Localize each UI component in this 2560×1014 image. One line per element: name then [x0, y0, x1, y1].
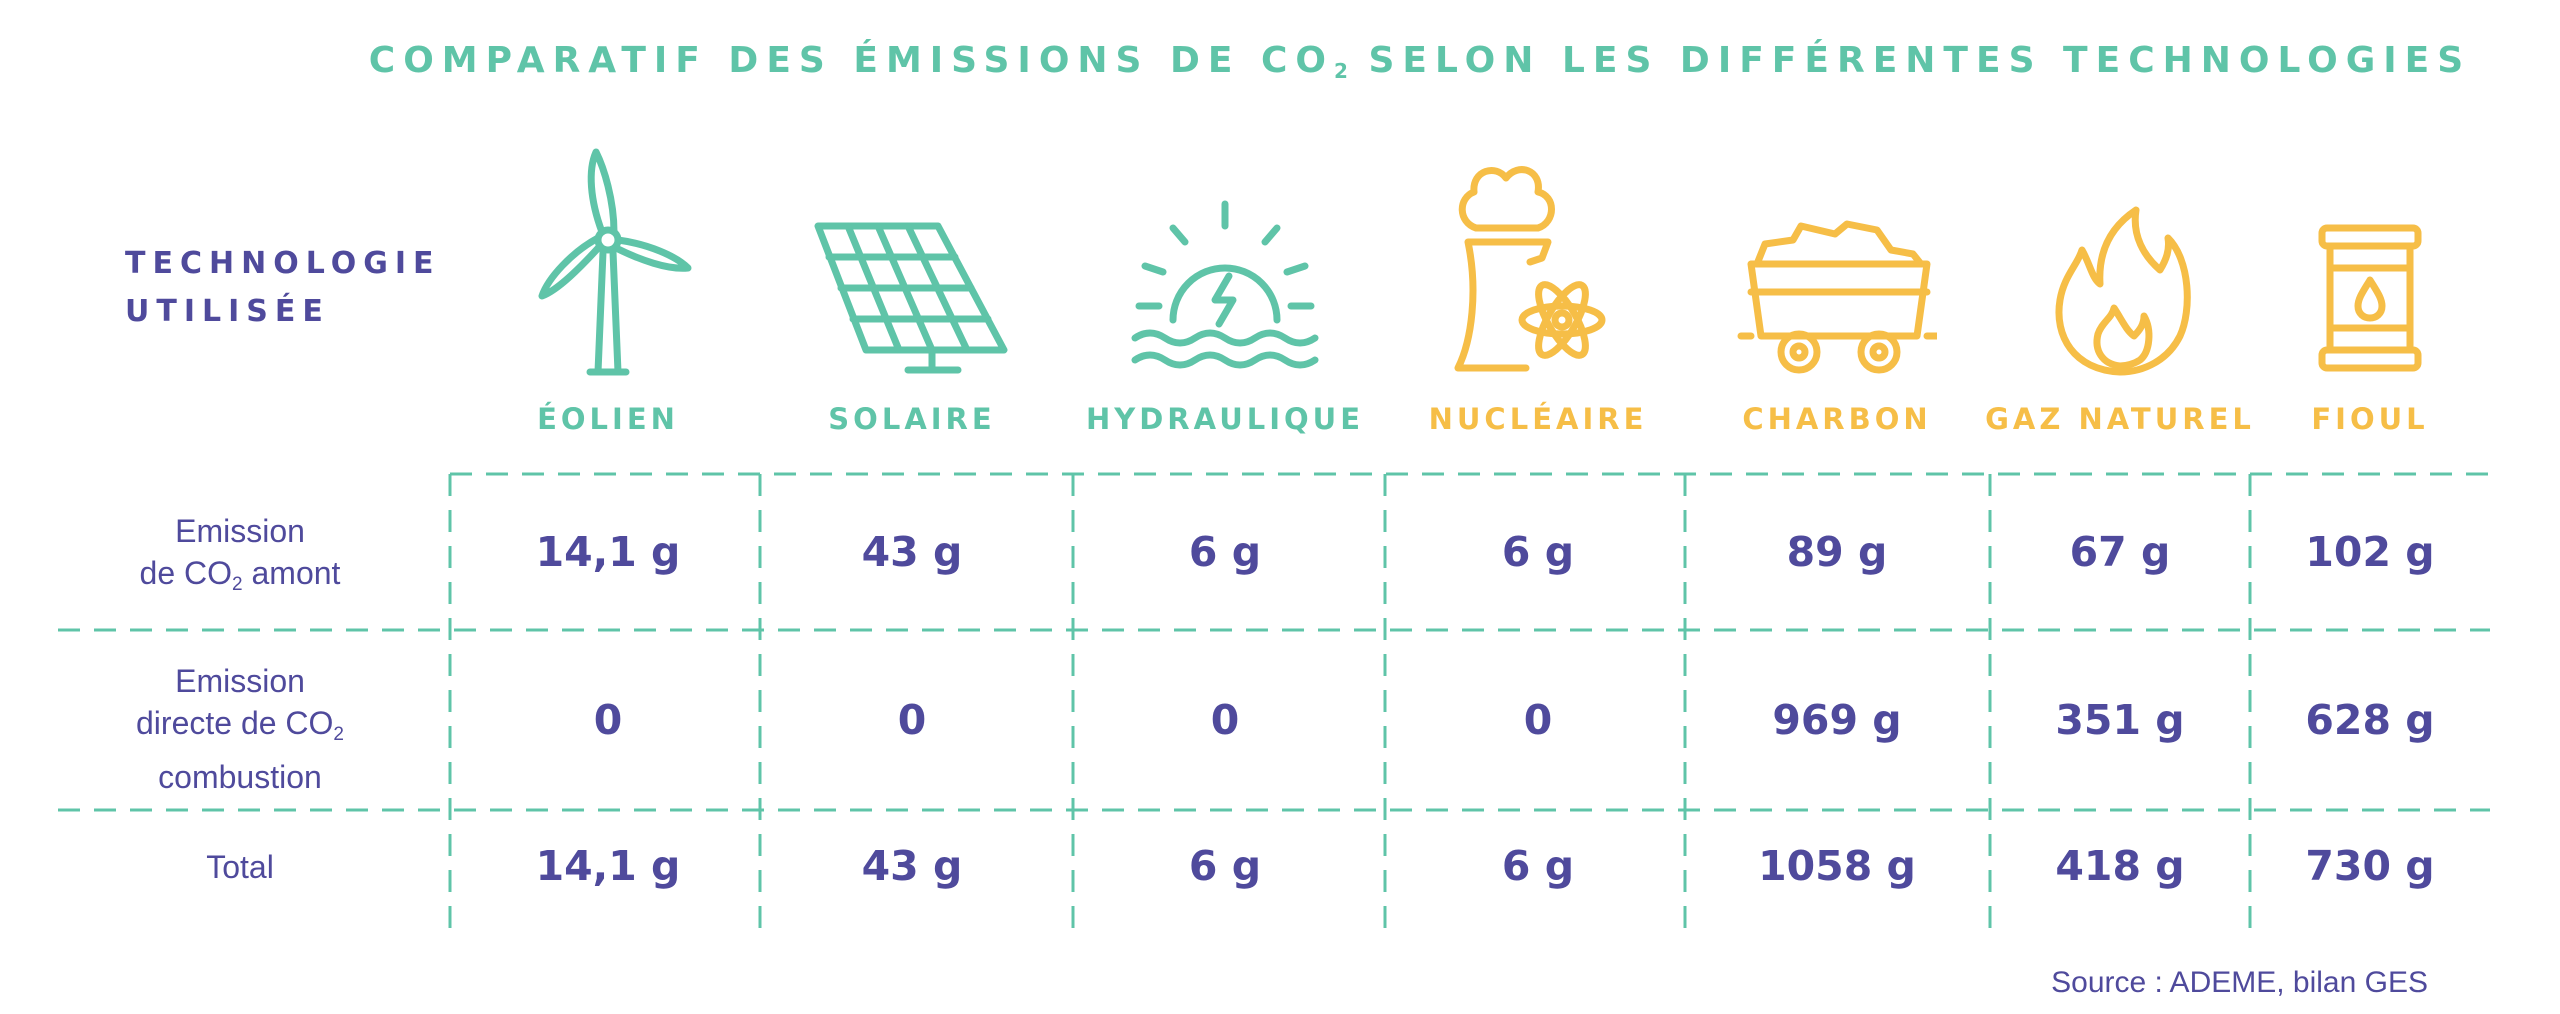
table-cell: 14,1 g: [535, 842, 681, 890]
table-cell: 0: [1210, 696, 1240, 744]
row-label-line: Emission: [175, 663, 305, 699]
table-cell: 418 g: [2055, 842, 2185, 890]
table-cell: 730 g: [2305, 842, 2435, 890]
table-cell: 6 g: [1501, 528, 1575, 576]
flame-icon: [2055, 206, 2191, 376]
table-cell: 67 g: [2069, 528, 2171, 576]
hydro-icon: [1131, 200, 1319, 369]
tech-name: HYDRAULIQUE: [1085, 402, 1365, 436]
table-cell: 0: [897, 696, 927, 744]
page-title: COMPARATIF DES ÉMISSIONS DE CO2 SELON LE…: [368, 40, 2472, 83]
technology-header-line1: TECHNOLOGIE: [125, 246, 441, 281]
table-cell: 89 g: [1786, 528, 1888, 576]
row-label-line: de CO2 amont: [139, 555, 341, 595]
tech-column-hydraulique: HYDRAULIQUE: [1085, 140, 1365, 436]
row-label-directe: Emission directe de CO2 combustion: [60, 660, 420, 798]
table-cell: 0: [593, 696, 623, 744]
tech-column-eolien: ÉOLIEN: [468, 140, 748, 436]
tech-name: ÉOLIEN: [537, 402, 679, 436]
tech-name: NUCLÉAIRE: [1428, 402, 1648, 436]
table-cell: 351 g: [2055, 696, 2185, 744]
row-label-line: combustion: [158, 759, 322, 795]
tech-name: SOLAIRE: [828, 402, 996, 436]
tech-column-fioul: FIOUL: [2230, 140, 2510, 436]
table-cell: 969 g: [1772, 696, 1902, 744]
nuclear-plant-icon: [1454, 166, 1606, 372]
table-cell: 102 g: [2305, 528, 2435, 576]
tech-column-solaire: SOLAIRE: [772, 140, 1052, 436]
source-note: Source : ADEME, bilan GES: [2051, 966, 2428, 999]
tech-name: GAZ NATUREL: [1985, 402, 2255, 436]
tech-column-nucleaire: NUCLÉAIRE: [1398, 140, 1678, 436]
table-cell: 14,1 g: [535, 528, 681, 576]
table-cell: 6 g: [1188, 528, 1262, 576]
table-cell: 628 g: [2305, 696, 2435, 744]
row-label-line: directe de CO2: [136, 705, 344, 745]
wind-turbine-icon: [538, 148, 692, 376]
row-label-line: Total: [206, 849, 274, 885]
table-cell: 6 g: [1188, 842, 1262, 890]
table-cell: 1058 g: [1758, 842, 1916, 890]
tech-name: FIOUL: [2311, 402, 2429, 436]
table-cell: 43 g: [861, 842, 963, 890]
technology-header: TECHNOLOGIE UTILISÉE: [125, 240, 441, 336]
solar-panel-icon: [814, 222, 1008, 374]
row-label-line: Emission: [175, 513, 305, 549]
table-cell: 43 g: [861, 528, 963, 576]
oil-barrel-icon: [2318, 224, 2422, 372]
technology-header-line2: UTILISÉE: [125, 294, 330, 329]
table-cell: 0: [1523, 696, 1553, 744]
row-label-total: Total: [60, 846, 420, 888]
coal-cart-icon: [1737, 220, 1937, 374]
table-cell: 6 g: [1501, 842, 1575, 890]
row-label-amont: Emission de CO2 amont: [60, 510, 420, 606]
tech-column-gaz-naturel: GAZ NATUREL: [1980, 140, 2260, 436]
tech-name: CHARBON: [1742, 402, 1932, 436]
tech-column-charbon: CHARBON: [1697, 140, 1977, 436]
